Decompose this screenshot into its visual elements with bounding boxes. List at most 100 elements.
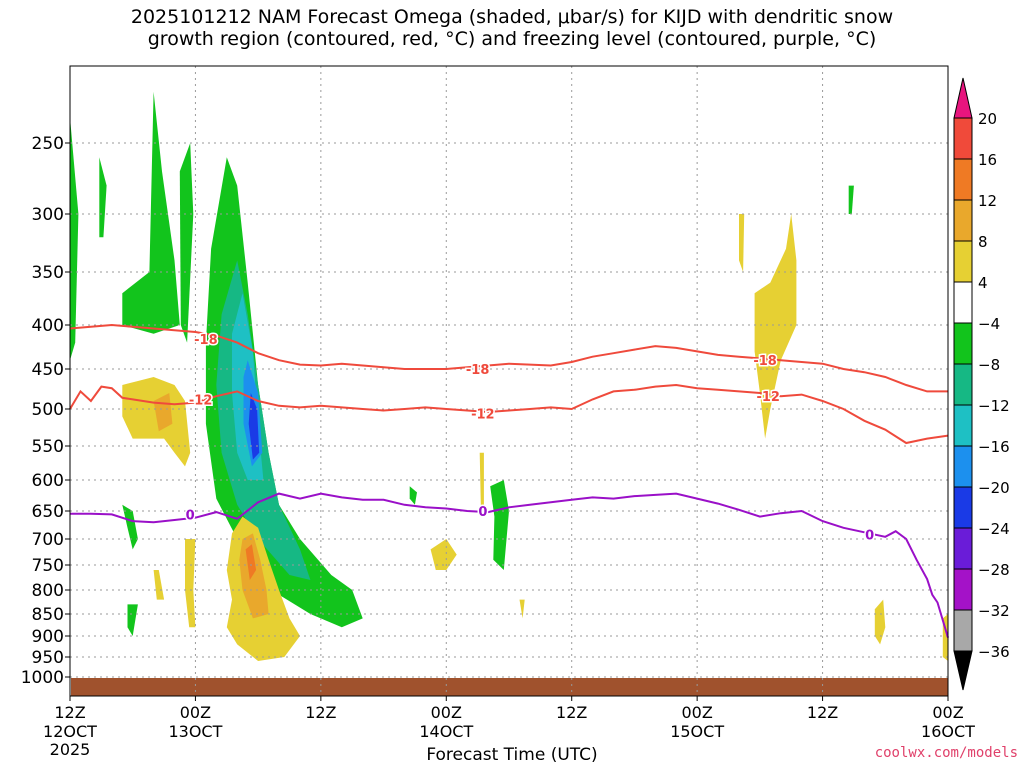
colorbar-label: −36 — [978, 643, 1010, 661]
x-tick-label: 00Z — [431, 703, 462, 722]
x-axis-label: Forecast Time (UTC) — [426, 745, 598, 765]
omega-region — [122, 91, 180, 334]
ground-layer — [71, 678, 948, 696]
colorbar-label: 4 — [978, 274, 988, 292]
x-tick-date: 15OCT — [670, 722, 724, 741]
colorbar: 20 16 12 8 4 −4 −8 −12 −16 −20 −24 −28 −32 −36 — [953, 77, 1010, 691]
colorbar-swatch — [953, 117, 973, 160]
omega-region — [409, 486, 417, 505]
colorbar-swatch — [953, 404, 973, 447]
contour-label: 0 — [186, 508, 195, 523]
colorbar-swatch — [953, 486, 973, 529]
colorbar-label: −4 — [978, 315, 1000, 333]
contours: -18 -18 -18 -12 -12 -12 0 0 0 — [69, 323, 949, 638]
colorbar-swatch — [953, 609, 973, 652]
omega-region — [216, 260, 311, 580]
omega-region — [122, 377, 191, 467]
contour-label: -18 — [466, 363, 490, 378]
site-credit: coolwx.com/models — [874, 745, 1018, 761]
x-tick-label: 12Z — [807, 703, 838, 722]
colorbar-label: 16 — [978, 151, 997, 169]
x-tick-date: 16OCT — [921, 722, 975, 741]
colorbar-swatch — [953, 199, 973, 242]
omega-region — [122, 504, 138, 550]
omega-region — [179, 143, 194, 343]
x-tick-label: 00Z — [681, 703, 712, 722]
contour-label: -12 — [189, 393, 213, 408]
x-tick-label: 12Z — [556, 703, 587, 722]
omega-shading — [70, 91, 948, 661]
y-tick-label: 700 — [32, 530, 64, 550]
omega-region — [874, 599, 886, 645]
contour-label: 0 — [478, 505, 487, 520]
contour-label: -18 — [194, 333, 218, 348]
omega-region — [739, 214, 745, 272]
grid-lines — [70, 66, 948, 696]
colorbar-label: 12 — [978, 192, 997, 210]
colorbar-swatch — [953, 568, 973, 611]
colorbar-swatch — [953, 158, 973, 201]
colorbar-swatch — [953, 445, 973, 488]
colorbar-cap-top — [953, 77, 973, 119]
omega-region — [70, 117, 79, 361]
y-tick-label: 500 — [32, 400, 64, 420]
y-tick-label: 1000 — [21, 668, 64, 688]
y-tick-label: 900 — [32, 627, 64, 647]
colorbar-label: −16 — [978, 438, 1010, 456]
omega-region — [185, 539, 196, 628]
omega-region — [848, 185, 854, 214]
colorbar-label: −24 — [978, 520, 1010, 538]
ground-surface — [71, 678, 948, 696]
omega-region — [479, 452, 484, 511]
colorbar-swatch — [953, 240, 973, 283]
x-tick-label: 00Z — [932, 703, 963, 722]
y-tick-label: 750 — [32, 556, 64, 576]
y-tick-label: 250 — [32, 134, 64, 154]
colorbar-label: −20 — [978, 479, 1010, 497]
y-tick-label: 650 — [32, 502, 64, 522]
colorbar-label: −12 — [978, 397, 1010, 415]
omega-region — [127, 604, 138, 636]
y-tick-label: 350 — [32, 263, 64, 283]
omega-region — [490, 480, 509, 570]
x-tick-label: 00Z — [180, 703, 211, 722]
y-tick-label: 800 — [32, 581, 64, 601]
y-tick-label: 600 — [32, 471, 64, 491]
omega-region — [99, 157, 107, 238]
plot-frame — [69, 65, 949, 697]
omega-region — [519, 599, 525, 619]
colorbar-swatch — [953, 322, 973, 365]
dgz-contour — [69, 323, 948, 393]
y-tick-label: 450 — [32, 360, 64, 380]
omega-region — [754, 214, 797, 439]
contour-label: -12 — [756, 390, 780, 405]
x-tick-date: 14OCT — [419, 722, 473, 741]
colorbar-label: 20 — [978, 110, 997, 128]
x-tick-date: 12OCT — [43, 722, 97, 741]
contour-label: -12 — [471, 407, 495, 422]
y-tick-label: 550 — [32, 437, 64, 457]
omega-region — [245, 544, 257, 580]
chart-title: 2025101212 NAM Forecast Omega (shaded, μ… — [130, 6, 894, 50]
colorbar-label: −32 — [978, 602, 1010, 620]
x-tick-year: 2025 — [50, 740, 91, 759]
colorbar-label: −8 — [978, 356, 1000, 374]
y-axis-ticks: 2503003504004505005506006507007508008509… — [21, 134, 70, 688]
colorbar-swatch — [953, 527, 973, 570]
omega-region — [153, 570, 165, 600]
omega-region — [248, 393, 260, 460]
y-tick-label: 400 — [32, 316, 64, 336]
y-tick-label: 300 — [32, 205, 64, 225]
contour-label: 0 — [865, 529, 874, 544]
colorbar-label: 8 — [978, 233, 988, 251]
omega-region — [430, 539, 457, 570]
colorbar-label: −28 — [978, 561, 1010, 579]
colorbar-cap-bottom — [953, 650, 973, 691]
x-tick-date: 13OCT — [168, 722, 222, 741]
y-tick-label: 950 — [32, 648, 64, 668]
dgz-contour — [69, 383, 949, 445]
colorbar-swatch — [953, 363, 973, 406]
y-tick-label: 850 — [32, 605, 64, 625]
